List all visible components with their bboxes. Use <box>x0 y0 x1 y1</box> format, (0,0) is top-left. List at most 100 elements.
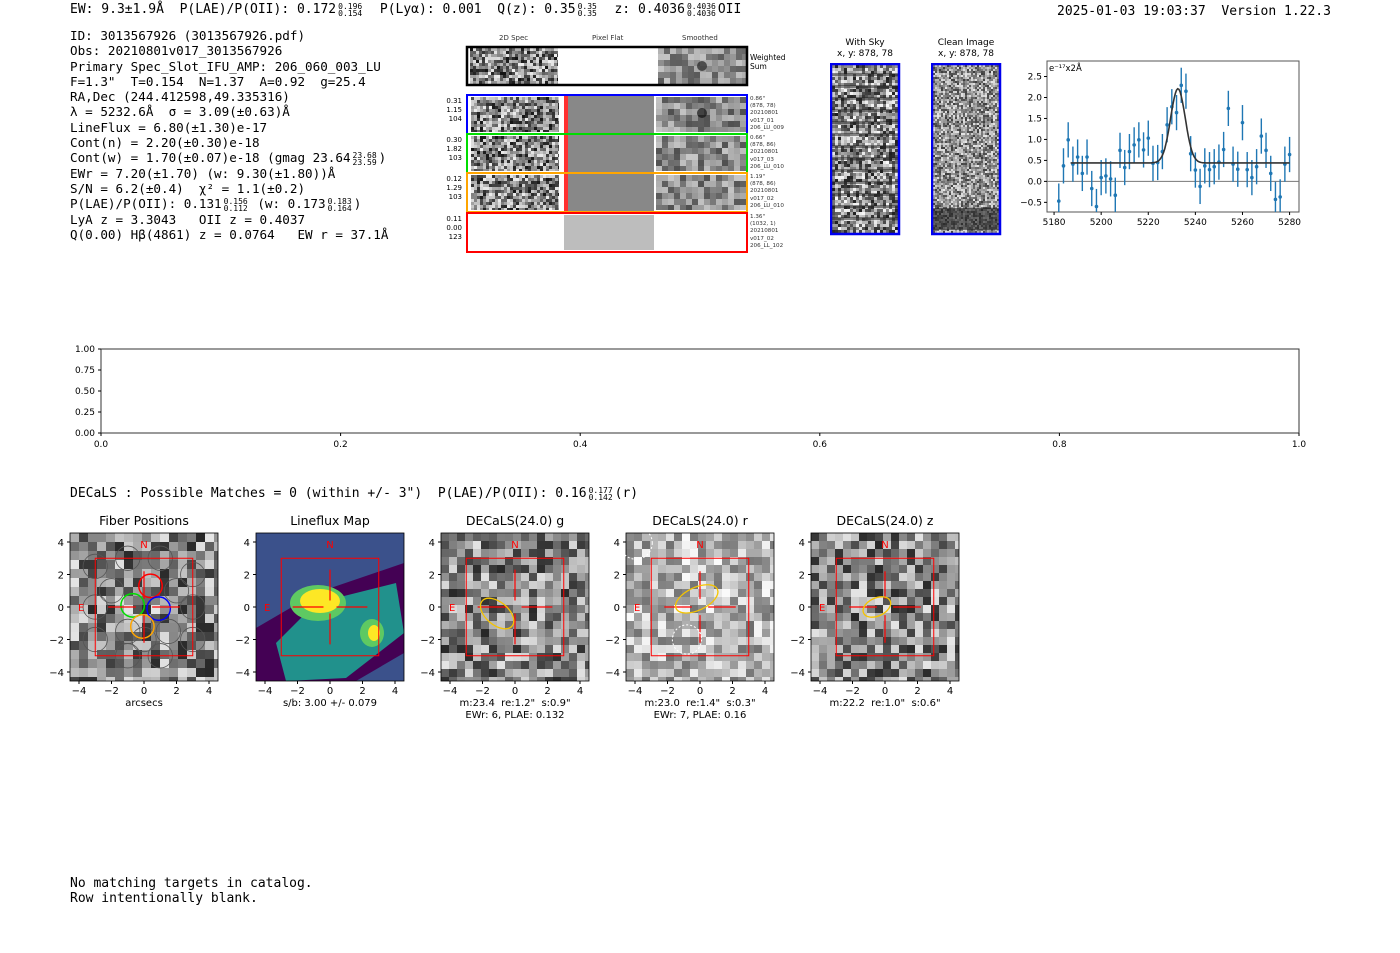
y-tick-label: 0.5 <box>1028 156 1042 166</box>
compass-north: N <box>140 540 147 551</box>
x-tick-label: 2 <box>359 686 365 697</box>
source-ellipse <box>674 584 719 614</box>
x-tick-label: 4 <box>762 686 768 697</box>
y-tick-label: 0 <box>799 603 805 614</box>
selected-fiber-circle <box>146 596 172 622</box>
timestamp: 2025-01-03 19:03:37 <box>1057 4 1206 19</box>
source-ellipse <box>862 596 892 618</box>
cutout-panel: N E −4 −4 −2 −2 0 0 2 2 4 4 <box>235 532 405 697</box>
data-point <box>1137 138 1141 142</box>
data-point <box>1104 174 1108 178</box>
upper: 0.177 <box>588 485 613 495</box>
data-point <box>1278 195 1282 199</box>
info-params: F=1.3" T=0.154 N=1.37 A=0.92 g=25.4 <box>70 73 366 89</box>
row-right-info: 0.86" (878, 78) 20210801 v017_01 206_LU_… <box>750 96 784 131</box>
x-tick-label: 2 <box>544 686 550 697</box>
data-point <box>1202 164 1207 168</box>
x-tick-label: −4 <box>443 686 458 697</box>
data-point <box>1254 164 1259 169</box>
y-tick-label: −2 <box>420 636 435 647</box>
data-point <box>1075 155 1080 159</box>
info-plae: P(LAE)/P(OII): 0.131 0.156 0.112 (w: 0.173… <box>70 196 388 212</box>
row-left-stats: 0.11 0.00 123 <box>446 215 462 241</box>
y-tick-label: 2 <box>244 571 250 582</box>
data-point <box>1212 164 1217 169</box>
y-tick-label: 0 <box>244 603 250 614</box>
header-smoothed: Smoothed <box>682 34 718 42</box>
x-tick-label: 5260 <box>1231 218 1254 228</box>
selected-fiber-circle <box>129 614 155 639</box>
row-right-info: 1.19" (878, 86) 20210801 v017_02 206_LU_… <box>750 174 784 209</box>
x-tick-label: −2 <box>104 686 119 697</box>
info-hb: Q(0.00) Hβ(4861) z = 0.0764 EW r = 37.1Å <box>70 226 389 242</box>
info-lambda: λ = 5232.6Å σ = 3.09(±0.63)Å <box>70 104 290 120</box>
row-smoothed <box>656 136 746 171</box>
cutout-caption: EWr: 6, PLAE: 0.132 <box>465 710 565 721</box>
compass-north: N <box>511 540 518 551</box>
cutout-panel: N E −4 −4 −2 −2 0 0 2 2 4 4 <box>605 528 775 697</box>
y-tick-label: 0 <box>58 603 64 614</box>
y-tick-label: −2 <box>605 636 620 647</box>
y-tick-label: 4 <box>614 538 620 549</box>
data-point <box>1273 197 1278 202</box>
x-tick-label: −4 <box>628 686 643 697</box>
y-tick-label: 0 <box>429 603 435 614</box>
info-sn: S/N = 6.2(±0.4) χ² = 1.1(±0.2) <box>70 180 306 196</box>
data-point <box>1264 148 1268 153</box>
cutout-panel: N E −4 −4 −2 −2 0 0 2 2 4 4 <box>420 532 590 697</box>
data-point <box>1141 148 1146 152</box>
header-2d-spec: 2D Spec <box>499 34 529 42</box>
data-point <box>1226 106 1231 111</box>
clean-label: Clean Image <box>937 38 995 48</box>
y-tick-label: −2 <box>790 636 805 647</box>
data-point <box>1118 148 1122 153</box>
cutout-title: Fiber Positions <box>99 513 189 528</box>
gaussian-fit-line <box>1070 87 1290 164</box>
y-tick-label: −2 <box>49 636 64 647</box>
lower: 0.142 <box>588 492 613 502</box>
cutout-panel: N E −4 −4 −2 −2 0 0 2 2 4 4 <box>790 532 960 697</box>
y-unit-label: e⁻¹⁷x2Å <box>1049 62 1082 74</box>
cutout-image <box>811 533 959 681</box>
info-radec: RA,Dec (244.412598,49.335316) <box>70 89 290 105</box>
x-tick-label: 0.4 <box>573 440 588 450</box>
decals-summary: DECaLS : Possible Matches = 0 (within +/… <box>70 486 638 501</box>
cutout-title: DECaLS(24.0) z <box>836 513 934 528</box>
row-right-info: 0.66" (878, 86) 20210801 v017_03 206_LU_… <box>750 135 784 170</box>
x-tick-label: 4 <box>947 686 953 697</box>
detection-info: ID: 3013567926 (3013567926.pdf) Obs: 202… <box>70 28 388 242</box>
decals-summary-text: DECaLS : Possible Matches = 0 (within +/… <box>70 486 587 501</box>
x-tick-label: 1.0 <box>1292 440 1307 450</box>
upper: 0.196 <box>338 1 363 11</box>
x-tick-label: 0.2 <box>333 440 347 450</box>
data-point <box>1066 138 1070 142</box>
header-plae-range: 0.196 0.154 <box>338 1 363 17</box>
header-qz: Q(z): 0.35 <box>497 2 576 17</box>
y-tick-label: 0 <box>614 603 620 614</box>
with-sky-label: With Sky <box>845 38 885 48</box>
x-tick-label: 2 <box>729 686 735 697</box>
y-tick-label: 2.5 <box>1028 73 1042 83</box>
header-plya: P(Lyα): 0.001 <box>379 2 482 17</box>
y-tick-label: 1.5 <box>1028 114 1042 124</box>
row-pixel-flat <box>568 96 654 133</box>
cutout-caption: s/b: 3.00 +/- 0.079 <box>282 698 378 709</box>
row-left-stats: 0.30 1.82 103 <box>446 136 462 162</box>
row-2d-spec <box>471 175 559 210</box>
cutout-caption: arcsecs <box>125 698 163 709</box>
cont-w: Cont(w) = 1.70(±0.07)e-18 (gmag 23.64 <box>70 150 351 166</box>
lower: 23.59 <box>352 157 377 167</box>
clean-image <box>931 63 1002 236</box>
empty-chart: 0.0 0.2 0.4 0.6 0.8 1.0 0.00 0.25 0.50 0.75 1.00 <box>75 345 1307 450</box>
y-tick-label: 2 <box>429 571 435 582</box>
compass-east: E <box>449 603 455 614</box>
cutout-caption: EWr: 7, PLAE: 0.16 <box>653 710 747 721</box>
header-right: 2025-01-03 19:03:37 Version 1.22.3 <box>1057 4 1331 19</box>
cutout-title: DECaLS(24.0) r <box>652 513 748 528</box>
cutout-image <box>441 533 589 681</box>
fiber-circle <box>163 578 190 604</box>
info-cont-n: Cont(n) = 2.20(±0.30)e-18 <box>70 135 260 151</box>
x-tick-label: 5280 <box>1278 218 1301 228</box>
with-sky-image <box>830 63 901 236</box>
paren: ) <box>353 196 362 212</box>
